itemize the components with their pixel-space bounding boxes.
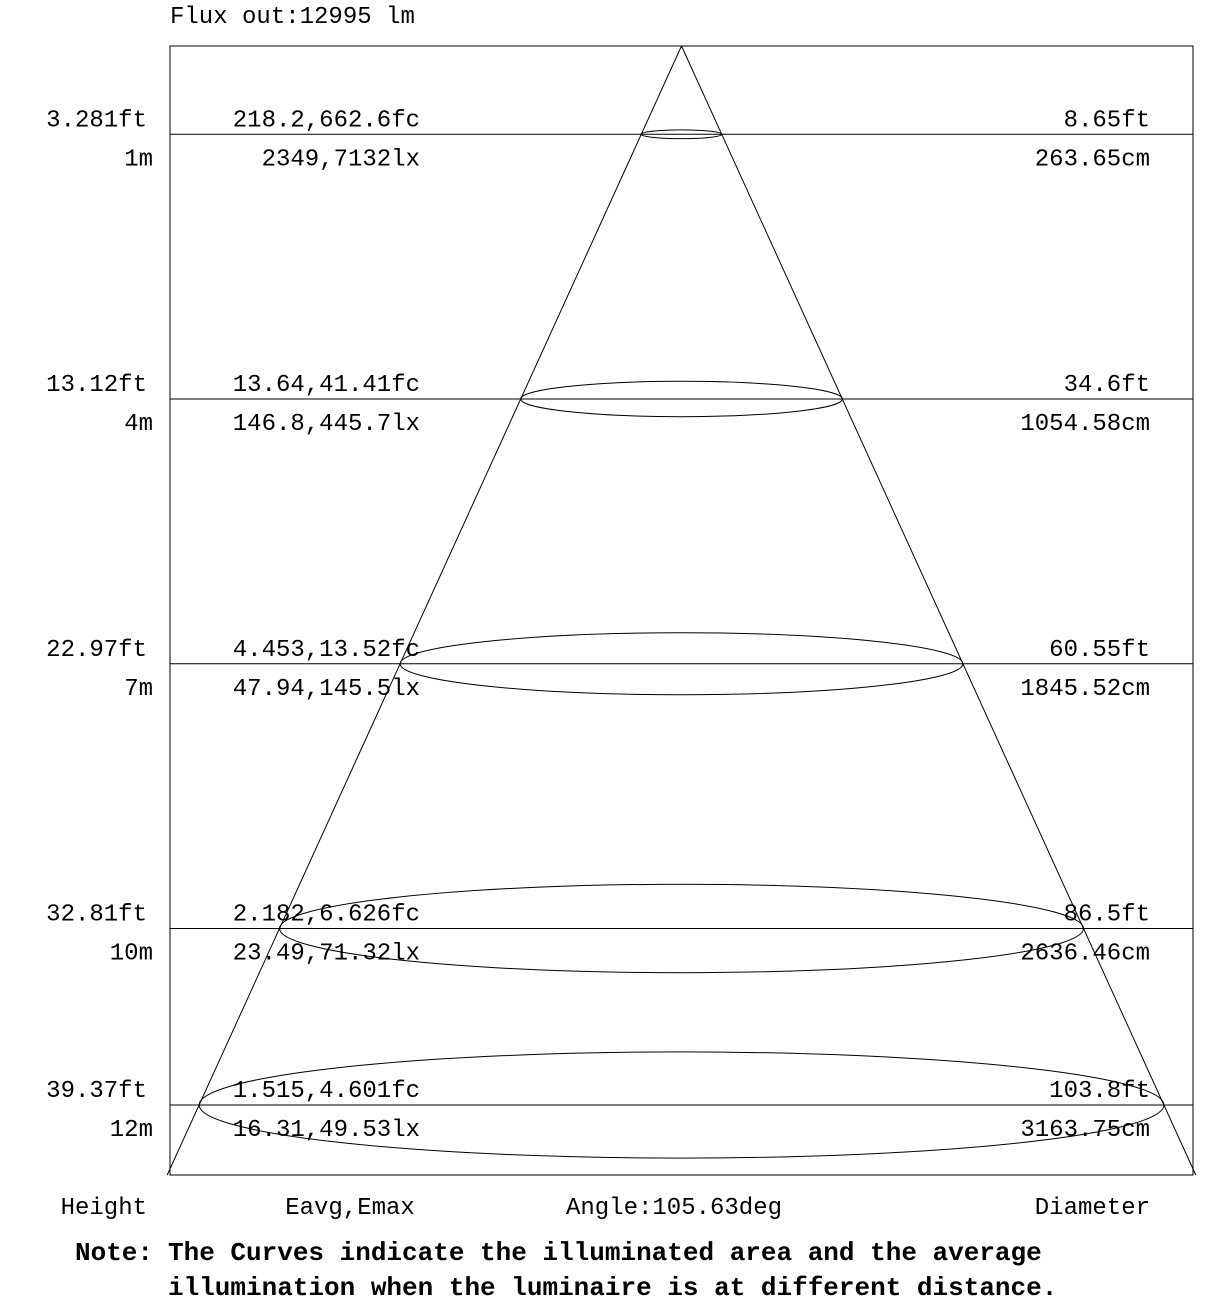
height-m-label: 1m (124, 146, 153, 173)
height-ft-label: 3.281ft (46, 107, 147, 134)
diameter-cm-label: 263.65cm (1035, 146, 1150, 173)
diameter-cm-label: 3163.75cm (1020, 1117, 1150, 1144)
note-label: Note: (75, 1238, 154, 1268)
illuminated-area-ellipse (279, 883, 1084, 974)
height-column-label: Height (61, 1195, 147, 1222)
illuminance-lx-label: 146.8,445.7lx (233, 411, 420, 438)
note-line-1: The Curves indicate the illuminated area… (168, 1238, 1042, 1268)
diameter-ft-label: 8.65ft (1064, 107, 1150, 134)
illuminance-fc-label: 13.64,41.41fc (233, 372, 420, 399)
height-ft-label: 32.81ft (46, 902, 147, 929)
diameter-ft-label: 103.8ft (1049, 1078, 1150, 1105)
height-ft-label: 39.37ft (46, 1078, 147, 1105)
illuminated-area-ellipse (520, 380, 843, 418)
illuminated-area-ellipse (640, 129, 723, 140)
illuminance-fc-label: 1.515,4.601fc (233, 1078, 420, 1105)
diameter-ft-label: 60.55ft (1049, 637, 1150, 664)
plot-frame (169, 45, 1194, 1176)
diameter-ft-label: 86.5ft (1064, 902, 1150, 929)
diameter-column-label: Diameter (1035, 1195, 1150, 1222)
height-m-label: 7m (124, 676, 153, 703)
height-m-label: 12m (110, 1117, 153, 1144)
note-line-2: illumination when the luminaire is at di… (168, 1273, 1058, 1303)
height-m-label: 10m (110, 941, 153, 968)
diameter-ft-label: 34.6ft (1064, 372, 1150, 399)
illuminance-lx-label: 16.31,49.53lx (233, 1117, 420, 1144)
illuminance-lx-label: 47.94,145.5lx (233, 676, 420, 703)
illuminance-fc-label: 4.453,13.52fc (233, 637, 420, 664)
diameter-cm-label: 2636.46cm (1020, 941, 1150, 968)
illuminance-column-label: Eavg,Emax (285, 1195, 415, 1222)
illuminance-lx-label: 2349,7132lx (262, 146, 420, 173)
illuminated-area-ellipse (198, 1051, 1165, 1159)
beam-angle-label: Angle:105.63deg (566, 1195, 782, 1222)
beam-edge-left (166, 45, 682, 1176)
flux-output-label: Flux out:12995 lm (170, 4, 415, 31)
illuminance-lx-label: 23.49,71.32lx (233, 941, 420, 968)
illuminated-area-ellipse (399, 632, 964, 696)
diameter-cm-label: 1054.58cm (1020, 411, 1150, 438)
diameter-cm-label: 1845.52cm (1020, 676, 1150, 703)
illuminance-fc-label: 218.2,662.6fc (233, 107, 420, 134)
height-ft-label: 22.97ft (46, 637, 147, 664)
beam-diagram: 3.281ft 1m 218.2,662.6fc 2349,7132lx 8.65ft 2… (46, 45, 1197, 1222)
height-ft-label: 13.12ft (46, 372, 147, 399)
height-m-label: 4m (124, 411, 153, 438)
illuminance-fc-label: 2.182,6.626fc (233, 902, 420, 929)
beam-edge-right (681, 45, 1197, 1176)
